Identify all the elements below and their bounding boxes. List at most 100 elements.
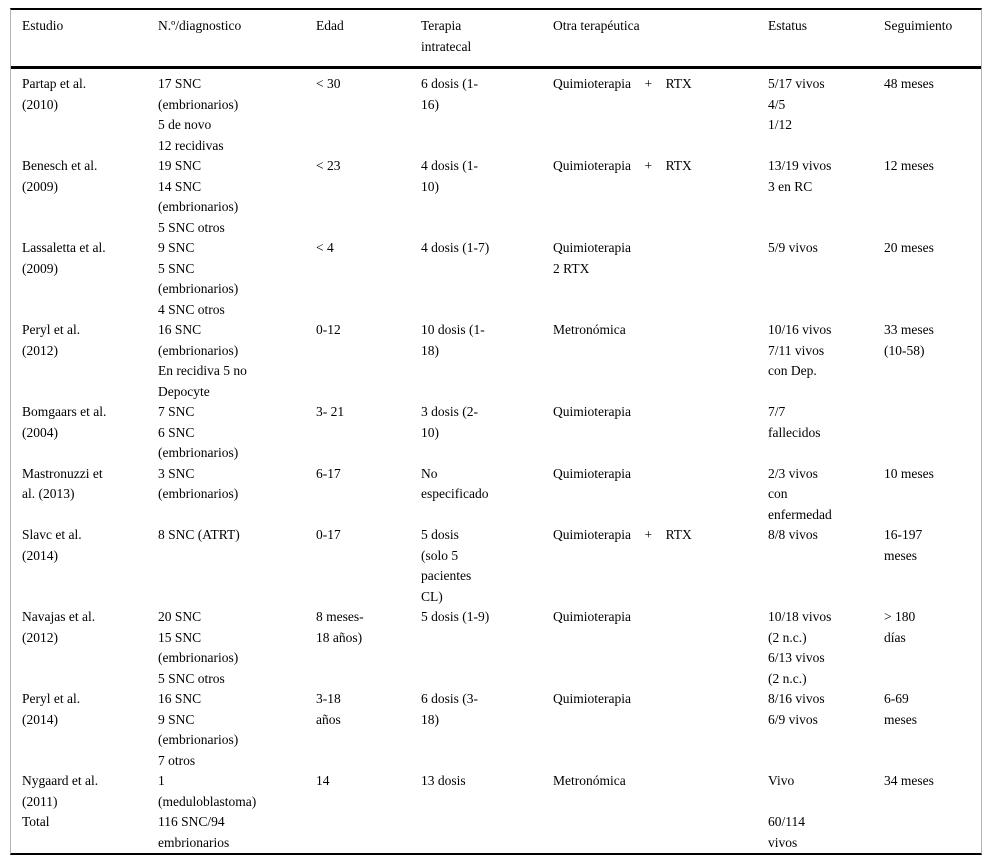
cell-estudio: Lassaletta et al. (2009) (22, 240, 106, 276)
cell-edad: 8 meses- 18 años) (316, 609, 364, 645)
cell-diagnostico: 7 SNC 6 SNC (embrionarios) (158, 404, 239, 460)
cell-estudio: Total (22, 814, 50, 829)
cell-estudio: Partap et al. (2010) (22, 76, 87, 112)
cell-estudio: Peryl et al. (2014) (22, 691, 81, 727)
cell-diagnostico: 19 SNC 14 SNC (embrionarios) 5 SNC otros (158, 158, 239, 235)
cell-diagnostico: 9 SNC 5 SNC (embrionarios) 4 SNC otros (158, 240, 239, 317)
cell-edad: 3-18 años (316, 691, 341, 727)
cell-edad: < 30 (316, 76, 341, 91)
cell-otra: Quimioterapia (553, 691, 631, 706)
cell-otra: Metronómica (553, 322, 626, 337)
cell-seguimiento: 34 meses (884, 773, 934, 788)
cell-estatus: 60/114 vivos (768, 814, 805, 850)
cell-terapia: 6 dosis (3- 18) (421, 691, 478, 727)
table-row: Nygaard et al. (2011) 1 (meduloblastoma) 1… (11, 771, 981, 812)
cell-estudio: Navajas et al. (2012) (22, 609, 96, 645)
column-header-otra: Otra terapéutica (553, 10, 768, 69)
cell-terapia: 5 dosis (solo 5 pacientes CL) (421, 527, 472, 604)
cell-edad (316, 812, 421, 853)
cell-edad: 14 (316, 773, 330, 788)
cell-estudio: Benesch et al. (2009) (22, 158, 98, 194)
cell-estatus: 10/16 vivos 7/11 vivos con Dep. (768, 322, 832, 378)
cell-seguimiento: 20 meses (884, 240, 934, 255)
cell-terapia: 3 dosis (2- 10) (421, 404, 478, 440)
table-header: Estudio N.º/diagnostico Edad Terapia int… (11, 10, 981, 69)
table-row: Mastronuzzi et al. (2013) 3 SNC (embriona… (11, 464, 981, 526)
cell-terapia: 6 dosis (1- 16) (421, 76, 478, 112)
cell-estatus: 8/16 vivos 6/9 vivos (768, 691, 825, 727)
column-header-estatus: Estatus (768, 10, 884, 69)
cell-diagnostico: 16 SNC 9 SNC (embrionarios) 7 otros (158, 691, 239, 768)
column-header-edad: Edad (316, 10, 421, 69)
cell-edad: 0-12 (316, 322, 341, 337)
cell-otra: Quimioterapia + RTX (553, 76, 692, 91)
cell-seguimiento: 12 meses (884, 158, 934, 173)
cell-estatus: 5/9 vivos (768, 240, 818, 255)
cell-seguimiento: 6-69 meses (884, 691, 917, 727)
cell-edad: < 23 (316, 158, 341, 173)
cell-edad: 3- 21 (316, 404, 345, 419)
cell-diagnostico: 3 SNC (embrionarios) (158, 465, 239, 502)
table-row: Bomgaars et al. (2004) 7 SNC 6 SNC (embri… (11, 402, 981, 464)
cell-estatus: 5/17 vivos 4/5 1/12 (768, 76, 825, 132)
studies-table-container: Estudio N.º/diagnostico Edad Terapia int… (10, 8, 982, 855)
table-row: Peryl et al. (2012) 16 SNC (embrionarios)… (11, 320, 981, 402)
cell-seguimiento: 10 meses (884, 465, 934, 481)
cell-estatus: Vivo (768, 773, 795, 788)
table-row: Peryl et al. (2014) 16 SNC 9 SNC (embrion… (11, 689, 981, 771)
cell-estudio: Bomgaars et al. (2004) (22, 404, 107, 440)
cell-estudio: Nygaard et al. (2011) (22, 773, 99, 809)
cell-diagnostico: 20 SNC 15 SNC (embrionarios) 5 SNC otros (158, 609, 239, 686)
cell-terapia: 5 dosis (1-9) (421, 609, 490, 624)
cell-estudio: Slavc et al. (2014) (22, 527, 82, 563)
cell-terapia: 10 dosis (1- 18) (421, 322, 485, 358)
cell-estudio: Peryl et al. (2012) (22, 322, 81, 358)
cell-otra: Quimioterapia (553, 404, 631, 419)
cell-estudio: Mastronuzzi et al. (2013) (22, 465, 103, 502)
cell-otra: Quimioterapia + RTX (553, 158, 692, 173)
cell-estatus: 7/7 fallecidos (768, 404, 821, 440)
table-row: Lassaletta et al. (2009) 9 SNC 5 SNC (emb… (11, 238, 981, 320)
cell-diagnostico: 17 SNC (embrionarios) 5 de novo 12 recid… (158, 76, 239, 153)
cell-otra: Quimioterapia + RTX (553, 527, 692, 542)
cell-seguimiento (884, 812, 981, 853)
cell-diagnostico: 16 SNC (embrionarios) En recidiva 5 no D… (158, 322, 247, 399)
column-header-diagnostico: N.º/diagnostico (158, 10, 316, 69)
cell-seguimiento (884, 402, 981, 464)
cell-diagnostico: 8 SNC (ATRT) (158, 527, 240, 542)
table-row: Benesch et al. (2009) 19 SNC 14 SNC (embr… (11, 156, 981, 238)
cell-otra: Metronómica (553, 773, 626, 788)
cell-terapia: 4 dosis (1- 10) (421, 158, 478, 194)
table-row: Total 116 SNC/94 embrionarios 60/114 vivos (11, 812, 981, 853)
cell-estatus: 2/3 vivos con enfermedad (768, 465, 832, 522)
cell-otra: Quimioterapia 2 RTX (553, 240, 631, 276)
cell-estatus: 8/8 vivos (768, 527, 818, 542)
column-header-seguimiento: Seguimiento (884, 10, 981, 69)
table-row: Partap et al. (2010) 17 SNC (embrionarios… (11, 68, 981, 157)
cell-estatus: 10/18 vivos (2 n.c.) 6/13 vivos (2 n.c.) (768, 609, 832, 686)
cell-diagnostico: 116 SNC/94 embrionarios (158, 814, 230, 850)
cell-seguimiento: > 180 días (884, 609, 916, 645)
cell-edad: 6-17 (316, 465, 341, 481)
header-row: Estudio N.º/diagnostico Edad Terapia int… (11, 10, 981, 69)
column-header-terapia: Terapia intratecal (421, 10, 553, 69)
cell-otra: Quimioterapia (553, 465, 631, 481)
cell-otra: Quimioterapia (553, 609, 631, 624)
cell-terapia (421, 812, 553, 853)
table-row: Slavc et al. (2014) 8 SNC (ATRT) 0-17 5 dos… (11, 525, 981, 607)
column-header-estudio: Estudio (11, 10, 158, 69)
cell-edad: < 4 (316, 240, 334, 255)
cell-seguimiento: 48 meses (884, 76, 934, 91)
cell-edad: 0-17 (316, 527, 341, 542)
cell-terapia: No especificado (421, 465, 489, 502)
cell-terapia: 4 dosis (1-7) (421, 240, 490, 255)
table-body: Partap et al. (2010) 17 SNC (embrionarios… (11, 68, 981, 854)
cell-terapia: 13 dosis (421, 773, 466, 788)
cell-estatus: 13/19 vivos 3 en RC (768, 158, 832, 194)
cell-seguimiento: 16-197 meses (884, 527, 923, 563)
cell-otra (553, 812, 768, 853)
table-row: Navajas et al. (2012) 20 SNC 15 SNC (embr… (11, 607, 981, 689)
studies-table: Estudio N.º/diagnostico Edad Terapia int… (11, 10, 981, 853)
cell-diagnostico: 1 (meduloblastoma) (158, 773, 257, 809)
